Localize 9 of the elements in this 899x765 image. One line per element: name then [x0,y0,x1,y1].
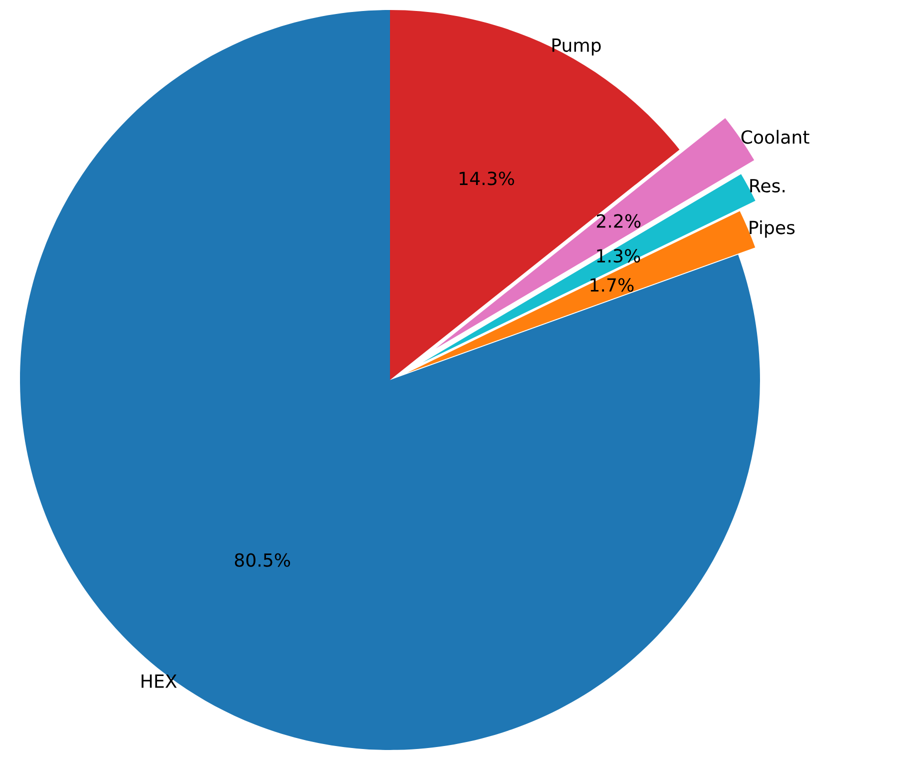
slice-label: Coolant [741,130,810,144]
slice-label: HEX [142,674,177,688]
data-label: 80.5% [234,553,290,567]
slice-label: Pump [552,38,601,56]
data-label: 2.2% [596,214,640,228]
data-label: 1.7% [590,278,634,292]
slice-label: Pipes [750,220,795,238]
slice-label: Res. [750,179,785,193]
data-label: 14.3% [460,172,514,186]
